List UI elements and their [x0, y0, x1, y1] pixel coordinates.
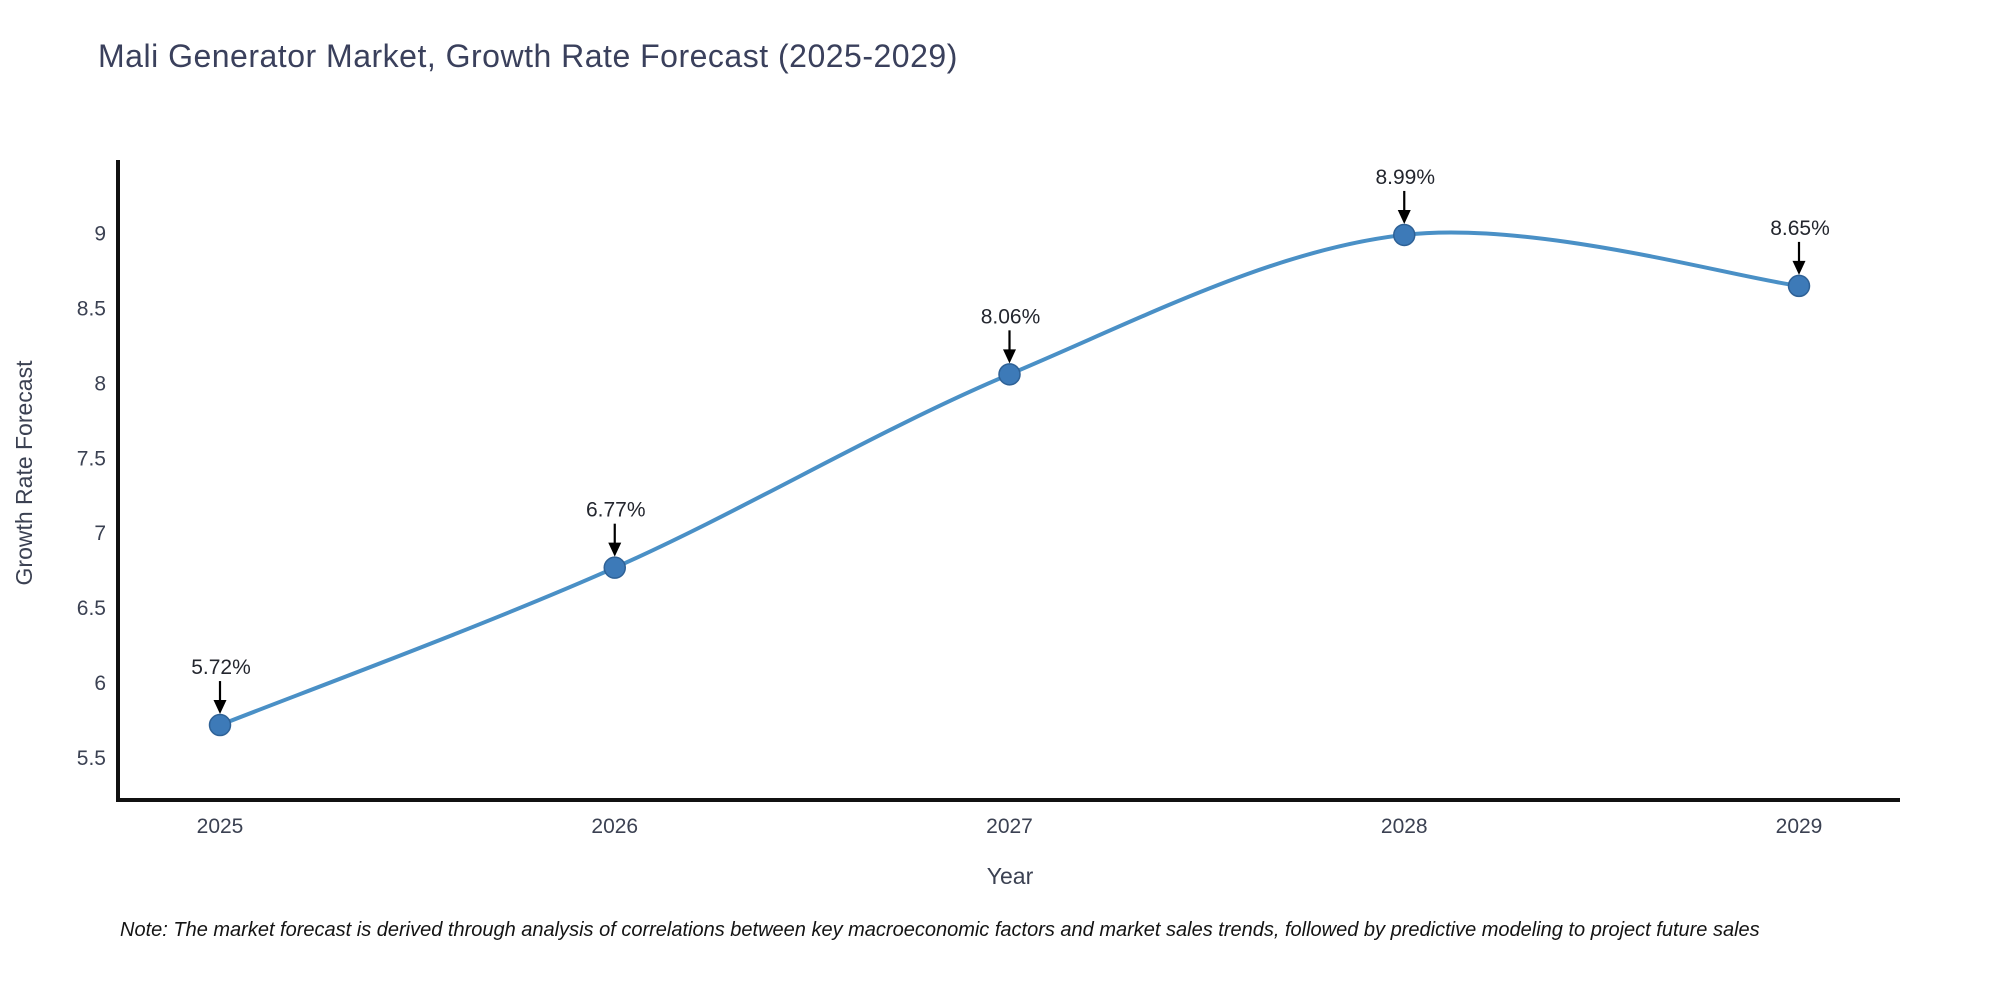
data-point-label: 5.72%: [191, 656, 251, 679]
chart-title: Mali Generator Market, Growth Rate Forec…: [98, 38, 958, 74]
data-point-label: 8.06%: [981, 305, 1041, 328]
y-tick-label: 7: [94, 522, 106, 545]
data-point-label: 6.77%: [586, 499, 646, 522]
chart-footnote: Note: The market forecast is derived thr…: [120, 919, 1760, 941]
data-point-2025: 5.72%: [191, 656, 251, 737]
x-tick-label: 2025: [197, 815, 244, 838]
data-point-2027: 8.06%: [981, 305, 1041, 386]
data-point-2026: 6.77%: [586, 499, 646, 579]
y-tick-label: 9: [94, 222, 106, 245]
x-tick-label: 2028: [1381, 815, 1428, 838]
data-points: 5.72% 6.77% 8.06% 8.99% 8.65%: [191, 166, 1830, 737]
data-point-marker: [1787, 274, 1811, 298]
data-point-label: 8.99%: [1375, 166, 1435, 189]
y-tick-label: 8.5: [77, 297, 106, 320]
data-point-marker: [1393, 223, 1416, 247]
y-tick-label: 6.5: [77, 597, 106, 620]
y-tick-label: 7.5: [77, 447, 106, 470]
axes: [116, 160, 1900, 802]
y-tick-labels: 5.5 6 6.5 7 7.5 8 8.5 9: [77, 222, 106, 770]
y-tick-label: 8: [94, 372, 106, 395]
x-tick-labels: 2025 2026 2027 2028 2029: [197, 815, 1823, 838]
x-tick-label: 2026: [591, 815, 638, 838]
x-tick-label: 2027: [986, 815, 1033, 838]
annotation-arrowhead-icon: [1397, 209, 1411, 224]
data-point-marker: [208, 713, 232, 737]
data-point-marker: [998, 363, 1021, 386]
data-point-2029: 8.65%: [1770, 217, 1830, 298]
y-tick-label: 5.5: [77, 747, 106, 770]
annotation-arrowhead-icon: [213, 700, 227, 715]
annotation-arrowhead-icon: [1792, 260, 1806, 275]
annotation-arrowhead-icon: [608, 542, 622, 557]
x-tick-label: 2029: [1776, 815, 1823, 838]
y-axis-title: Growth Rate Forecast: [11, 360, 37, 586]
data-point-label: 8.65%: [1770, 217, 1830, 240]
annotation-arrowhead-icon: [1003, 349, 1016, 364]
y-tick-label: 6: [94, 672, 106, 695]
data-point-marker: [603, 556, 626, 579]
x-axis-title: Year: [987, 863, 1034, 889]
data-point-2028: 8.99%: [1375, 166, 1435, 247]
